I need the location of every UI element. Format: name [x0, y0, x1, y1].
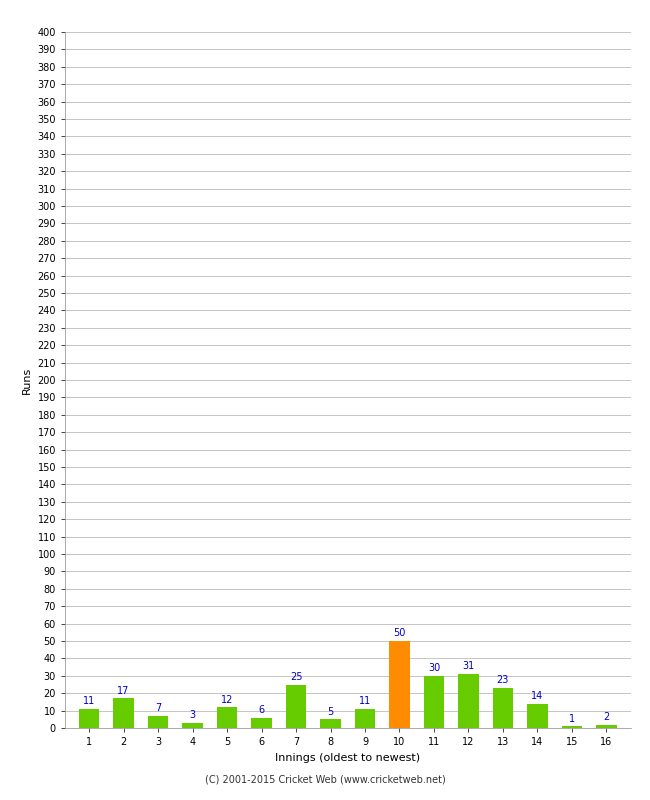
Bar — [79, 709, 99, 728]
Text: 11: 11 — [83, 696, 96, 706]
Bar — [527, 704, 548, 728]
Bar — [182, 722, 203, 728]
Bar — [562, 726, 582, 728]
Text: 6: 6 — [259, 705, 265, 715]
Text: 2: 2 — [603, 712, 610, 722]
Bar — [113, 698, 134, 728]
Bar — [389, 641, 410, 728]
Bar — [148, 716, 168, 728]
Y-axis label: Runs: Runs — [22, 366, 32, 394]
X-axis label: Innings (oldest to newest): Innings (oldest to newest) — [275, 753, 421, 762]
Bar — [355, 709, 375, 728]
Text: 3: 3 — [190, 710, 196, 720]
Bar — [216, 707, 237, 728]
Bar — [493, 688, 514, 728]
Text: 31: 31 — [462, 662, 474, 671]
Text: 17: 17 — [118, 686, 130, 696]
Bar — [596, 725, 617, 728]
Text: 50: 50 — [393, 628, 406, 638]
Text: 25: 25 — [290, 672, 302, 682]
Text: 12: 12 — [221, 694, 233, 705]
Bar — [286, 685, 306, 728]
Text: 7: 7 — [155, 703, 161, 714]
Text: 23: 23 — [497, 675, 509, 686]
Text: 5: 5 — [328, 706, 333, 717]
Bar — [251, 718, 272, 728]
Bar — [458, 674, 479, 728]
Bar — [320, 719, 341, 728]
Text: 11: 11 — [359, 696, 371, 706]
Text: 1: 1 — [569, 714, 575, 724]
Text: 30: 30 — [428, 663, 440, 673]
Text: (C) 2001-2015 Cricket Web (www.cricketweb.net): (C) 2001-2015 Cricket Web (www.cricketwe… — [205, 774, 445, 784]
Bar — [424, 676, 445, 728]
Text: 14: 14 — [531, 691, 543, 701]
